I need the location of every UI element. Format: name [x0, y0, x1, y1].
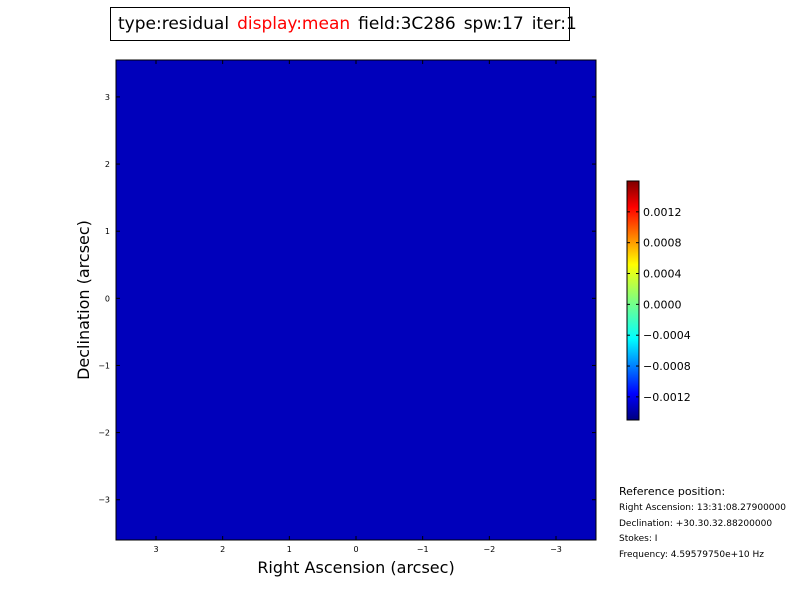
x-tick-label: 3 [153, 545, 158, 554]
x-tick-label: −2 [483, 545, 495, 554]
colorbar-tick-label: −0.0012 [643, 391, 691, 404]
colorbar-ticks: 0.0012 0.0008 0.0004 0.0000 −0.0004 −0.0008 −0… [627, 206, 691, 404]
heatmap-image [116, 60, 596, 540]
colorbar-tick-label: −0.0004 [643, 329, 691, 342]
x-tick-label: 0 [353, 545, 358, 554]
x-tick-label: −3 [550, 545, 562, 554]
colorbar-tick-label: 0.0008 [643, 237, 682, 250]
colorbar-tick-label: −0.0008 [643, 360, 691, 373]
y-tick-label: −1 [98, 361, 110, 370]
y-tick-label: 1 [105, 227, 110, 236]
colorbar-tick-label: 0.0004 [643, 268, 682, 281]
title-box: type:residual display:mean field:3C286 s… [110, 7, 577, 41]
x-tick-label: 1 [287, 545, 292, 554]
reference-ra: Right Ascension: 13:31:08.27900000 [619, 503, 786, 513]
y-tick-label: 3 [105, 93, 110, 102]
title-spw: spw:17 [463, 14, 524, 34]
title-field: field:3C286 [358, 14, 456, 34]
x-axis-ticks: 3 2 1 0 −1 −2 −3 [153, 60, 562, 554]
reference-dec: Declination: +30.30.32.88200000 [619, 518, 773, 529]
title-display: display:mean [237, 14, 351, 34]
x-tick-label: −1 [417, 545, 429, 554]
colorbar-tick-label: 0.0000 [643, 298, 682, 311]
y-tick-label: 0 [105, 294, 110, 303]
reference-position-info: Reference position: Right Ascension: 13:… [619, 485, 786, 563]
y-axis-ticks: 3 2 1 0 −1 −2 −3 [98, 93, 596, 505]
reference-frequency: Frequency: 4.59579750e+10 Hz [619, 549, 765, 560]
colorbar-tick-label: 0.0012 [643, 206, 682, 219]
y-axis-label: Declination (arcsec) [74, 220, 93, 380]
title-iter: iter:1 [531, 14, 577, 34]
x-tick-label: 2 [220, 545, 225, 554]
x-axis-label: Right Ascension (arcsec) [257, 558, 454, 577]
y-tick-label: −2 [98, 429, 110, 438]
title-type: type:residual [118, 14, 230, 34]
reference-title: Reference position: [619, 485, 726, 498]
reference-stokes: Stokes: I [619, 534, 658, 544]
y-tick-label: −3 [98, 496, 110, 505]
colorbar [626, 180, 640, 421]
y-tick-label: 2 [105, 160, 110, 169]
